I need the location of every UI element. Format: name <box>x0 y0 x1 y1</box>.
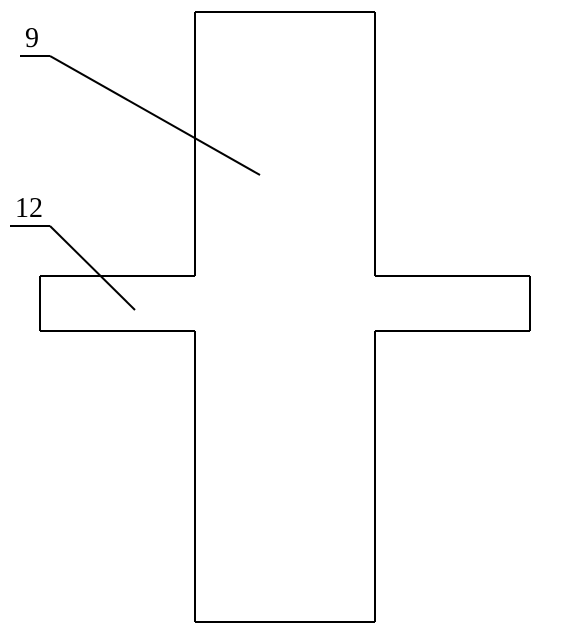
vertical-part <box>195 12 375 622</box>
leader-9 <box>20 56 260 175</box>
leader-12 <box>10 226 135 310</box>
horizontal-part <box>40 276 530 331</box>
label-9: 9 <box>25 23 39 54</box>
label-12: 12 <box>15 193 43 224</box>
